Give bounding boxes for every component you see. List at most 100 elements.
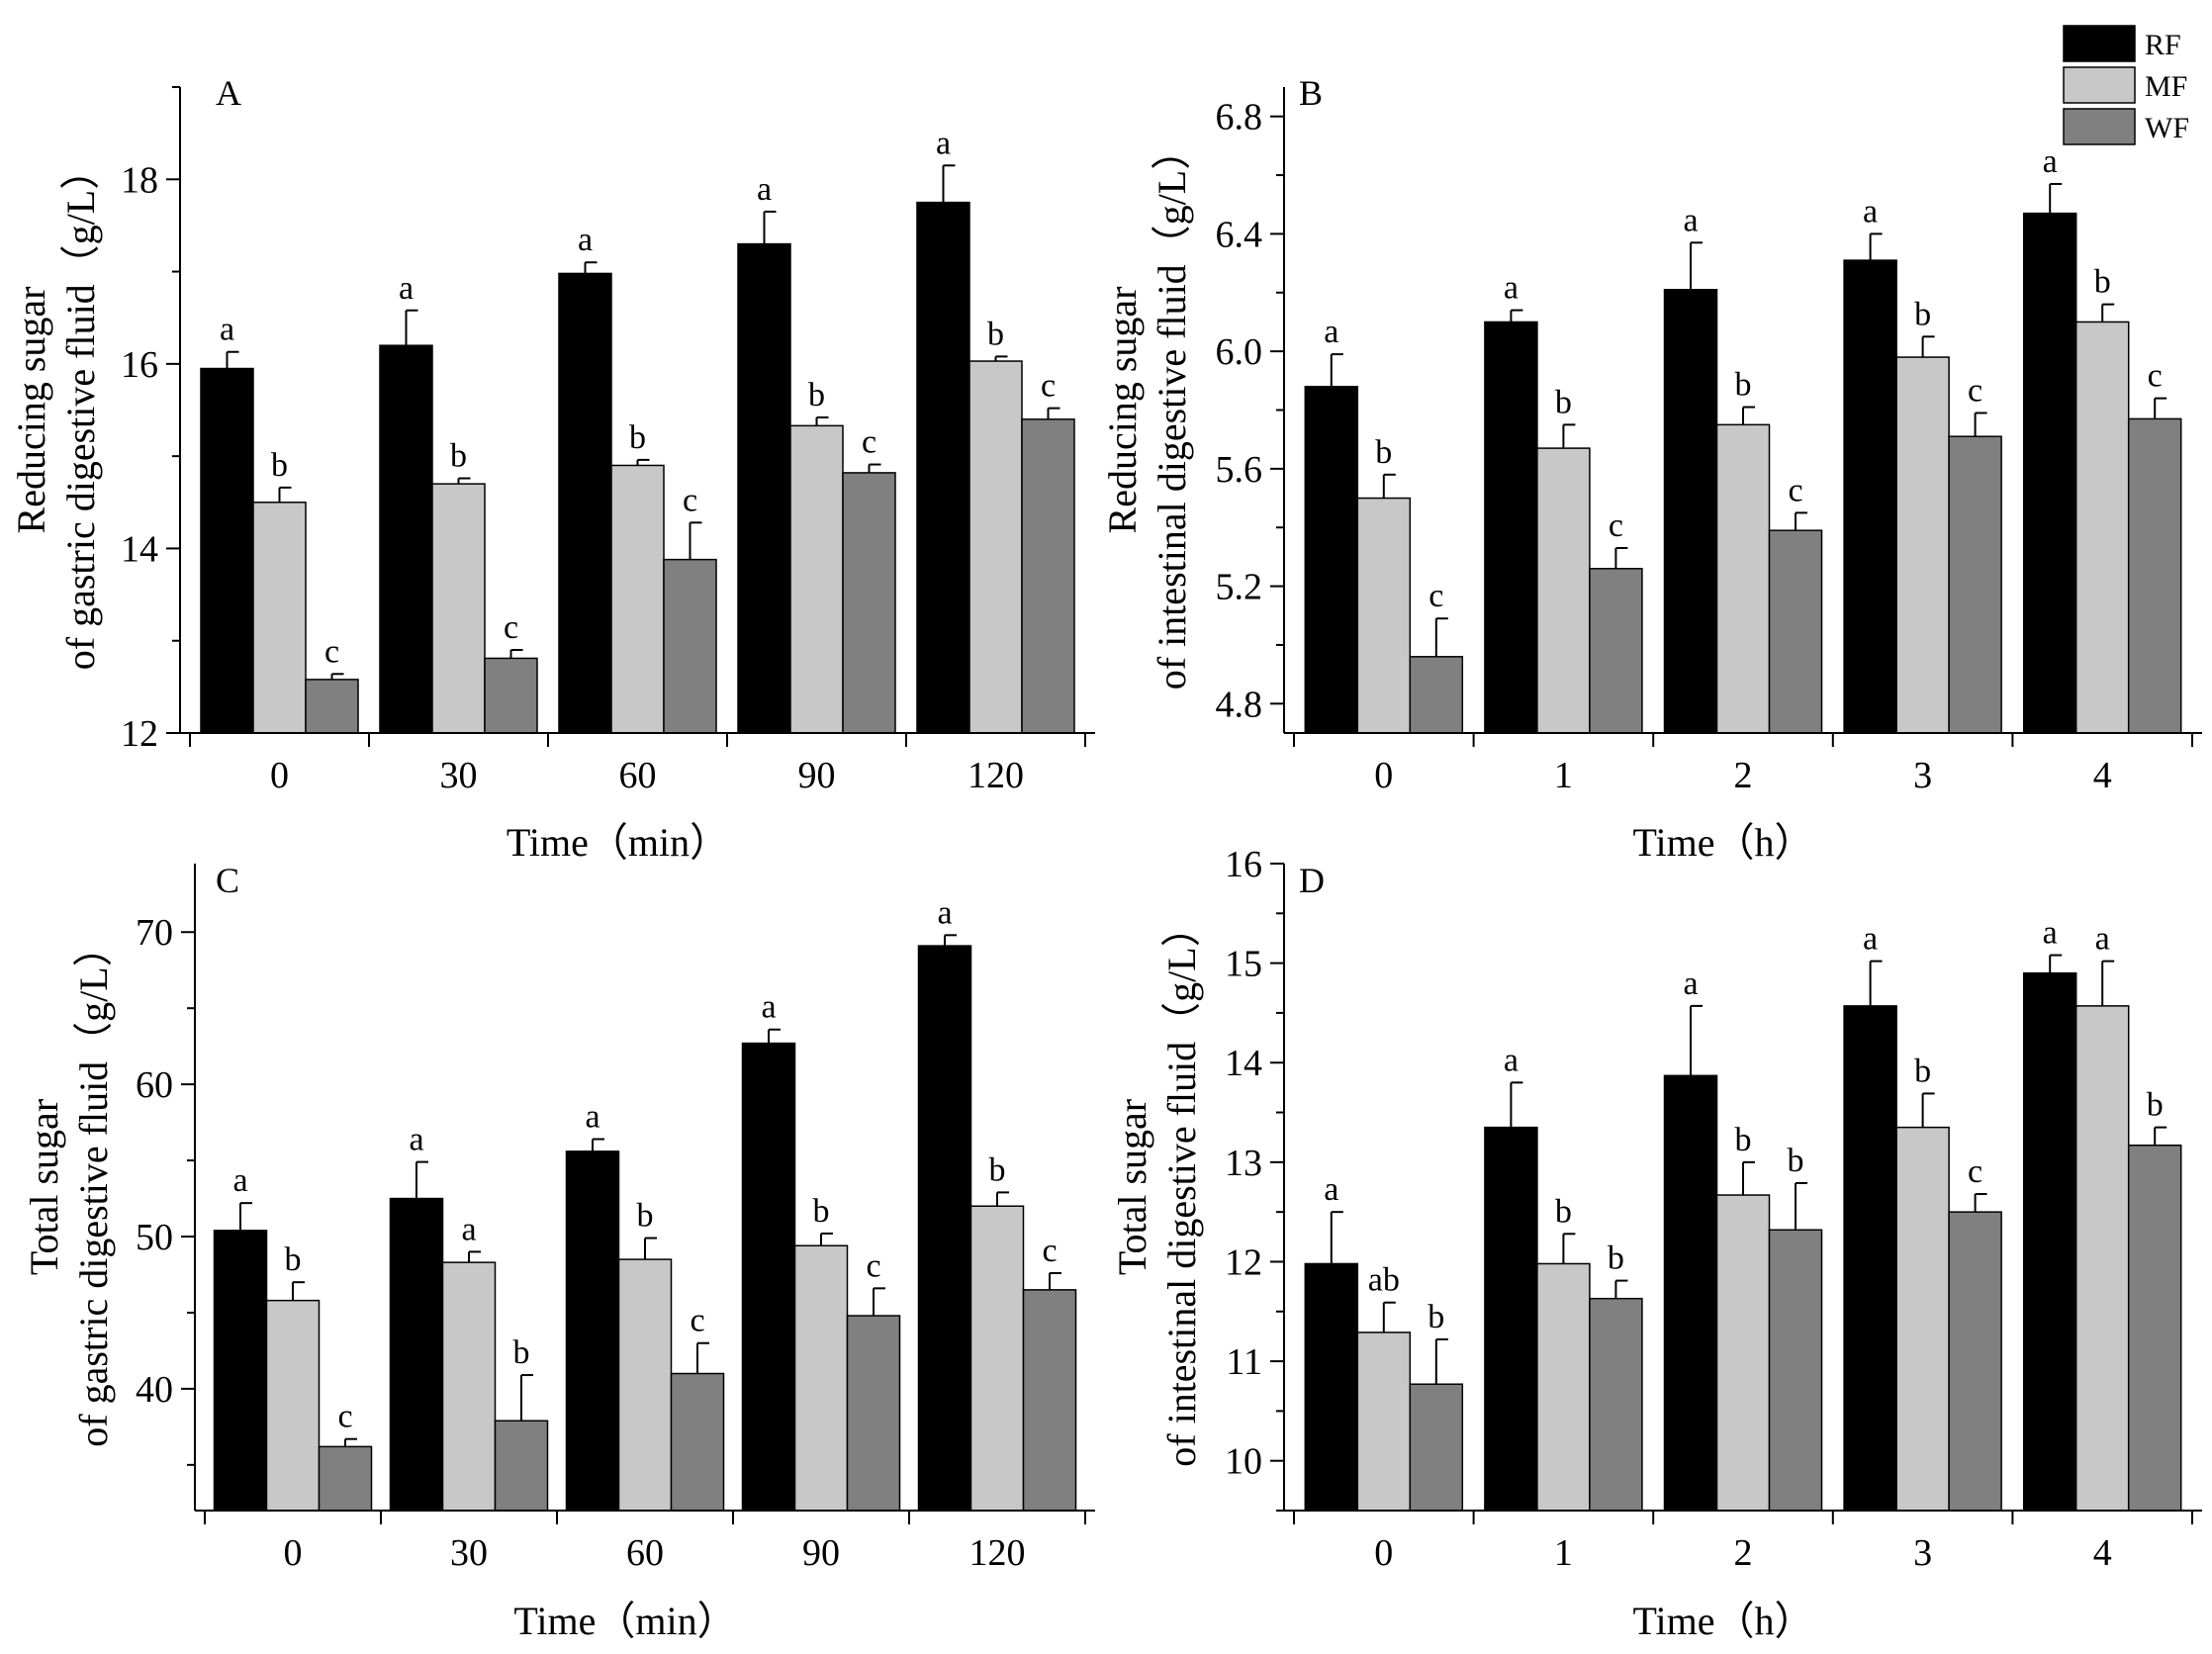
panel-b: a a a a a b b b b b c c c c c 4.8 5.2 5.6 6.0 6.4 6.8 0 1 2 3 4 Ti… bbox=[1100, 73, 2202, 865]
bar-wf-30 bbox=[494, 1420, 549, 1512]
significance-label: b bbox=[629, 419, 646, 456]
significance-label: c bbox=[1968, 372, 1982, 409]
significance-label: b bbox=[1914, 1053, 1931, 1089]
bar-rf-30 bbox=[389, 1197, 444, 1512]
significance-label: b bbox=[989, 1151, 1006, 1188]
bar-mf-0 bbox=[252, 502, 307, 734]
significance-label: a bbox=[1324, 314, 1338, 350]
significance-label: a bbox=[578, 222, 593, 258]
legend-label-mf: MF bbox=[2145, 70, 2187, 103]
y-tick-label: 12 bbox=[121, 713, 158, 755]
significance-label: c bbox=[690, 1303, 704, 1339]
bar-wf-60 bbox=[663, 558, 717, 734]
bar-rf-2 bbox=[1663, 289, 1718, 734]
bar-wf-3 bbox=[1948, 435, 2002, 734]
bar-mf-2 bbox=[1715, 1194, 1771, 1512]
bar-rf-30 bbox=[379, 344, 433, 734]
y-tick-label: 16 bbox=[121, 344, 158, 386]
bar-mf-60 bbox=[610, 464, 665, 734]
significance-label: b bbox=[1428, 1299, 1444, 1335]
significance-label: c bbox=[1042, 1233, 1057, 1269]
y-axis-title: Reducing sugar bbox=[9, 287, 53, 534]
y-tick-label: 18 bbox=[121, 159, 158, 201]
significance-label: c bbox=[337, 1399, 352, 1435]
significance-label: a bbox=[757, 171, 772, 208]
bar-mf-90 bbox=[789, 424, 844, 734]
y-axis-title: Total sugar bbox=[1110, 1099, 1154, 1275]
x-tick-label: 0 bbox=[1374, 1532, 1393, 1574]
significance-label: b bbox=[513, 1334, 530, 1371]
x-axis-title: Time（min） bbox=[513, 1599, 736, 1643]
bar-wf-3 bbox=[1948, 1211, 2002, 1512]
significance-label: b bbox=[2094, 264, 2111, 301]
significance-label: c bbox=[1429, 578, 1443, 614]
bar-rf-0 bbox=[1304, 1262, 1359, 1512]
x-axis-title: Time（min） bbox=[507, 820, 729, 865]
bar-wf-60 bbox=[670, 1372, 725, 1512]
significance-label: a bbox=[2043, 143, 2058, 180]
bar-rf-60 bbox=[565, 1150, 620, 1512]
significance-label: c bbox=[324, 633, 339, 670]
bar-rf-1 bbox=[1484, 321, 1538, 734]
significance-label: b bbox=[1555, 1193, 1572, 1230]
bar-wf-90 bbox=[846, 1315, 901, 1512]
bar-mf-1 bbox=[1536, 447, 1591, 734]
significance-label: b bbox=[1735, 367, 1752, 404]
x-tick-label: 90 bbox=[802, 1532, 840, 1574]
significance-label: b bbox=[1788, 1143, 1804, 1179]
significance-label: b bbox=[450, 438, 467, 475]
x-tick-label: 60 bbox=[626, 1532, 664, 1574]
panel-letter: C bbox=[216, 861, 239, 900]
significance-label: a bbox=[585, 1099, 599, 1136]
significance-label: a bbox=[409, 1122, 423, 1158]
y-tick-label: 11 bbox=[1226, 1341, 1262, 1383]
y-tick-label: 40 bbox=[136, 1369, 173, 1411]
y-tick-label: 6.4 bbox=[1216, 214, 1263, 255]
x-tick-label: 90 bbox=[798, 755, 836, 796]
significance-label: c bbox=[1041, 368, 1056, 405]
significance-label: a bbox=[1683, 202, 1698, 238]
legend-label-wf: WF bbox=[2145, 112, 2189, 144]
x-tick-label: 30 bbox=[450, 1532, 488, 1574]
x-tick-label: 4 bbox=[2093, 1532, 2112, 1574]
bar-wf-0 bbox=[305, 679, 359, 734]
x-tick-label: 1 bbox=[1554, 755, 1573, 796]
x-axis-title: Time（h） bbox=[1632, 820, 1813, 865]
significance-label: c bbox=[1609, 507, 1623, 544]
y-tick-label: 50 bbox=[136, 1217, 173, 1258]
bar-rf-0 bbox=[200, 367, 254, 734]
bar-mf-30 bbox=[431, 483, 486, 734]
x-tick-label: 2 bbox=[1734, 1532, 1753, 1574]
bar-rf-0 bbox=[1304, 386, 1359, 734]
bar-rf-3 bbox=[1843, 259, 1897, 734]
significance-label: a bbox=[936, 125, 951, 161]
significance-label: c bbox=[1968, 1153, 1982, 1190]
x-tick-label: 0 bbox=[284, 1532, 303, 1574]
x-tick-label: 2 bbox=[1734, 755, 1753, 796]
bar-rf-0 bbox=[213, 1230, 268, 1512]
bar-rf-1 bbox=[1484, 1126, 1538, 1512]
bar-wf-120 bbox=[1022, 1289, 1077, 1512]
y-axis-title: of gastric digestive fluid（g/L） bbox=[71, 927, 116, 1446]
y-axis-title: of intestinal digestive fluid（g/L） bbox=[1150, 131, 1194, 689]
x-tick-label: 120 bbox=[969, 1532, 1026, 1574]
bar-mf-0 bbox=[1356, 497, 1412, 734]
x-tick-label: 30 bbox=[440, 755, 478, 796]
x-tick-label: 0 bbox=[1374, 755, 1393, 796]
significance-label: b bbox=[808, 377, 825, 414]
y-tick-label: 5.2 bbox=[1216, 567, 1263, 608]
bar-wf-120 bbox=[1021, 418, 1075, 734]
x-axis-title: Time（h） bbox=[1632, 1599, 1813, 1643]
bar-mf-3 bbox=[1895, 356, 1950, 734]
bar-wf-1 bbox=[1589, 1297, 1643, 1512]
bar-wf-0 bbox=[1409, 1383, 1464, 1512]
bar-mf-60 bbox=[617, 1258, 673, 1512]
bar-wf-2 bbox=[1768, 529, 1823, 734]
significance-label: a bbox=[937, 894, 952, 931]
significance-label: a bbox=[1324, 1171, 1338, 1208]
bar-rf-90 bbox=[741, 1042, 796, 1512]
x-tick-label: 4 bbox=[2093, 755, 2112, 796]
